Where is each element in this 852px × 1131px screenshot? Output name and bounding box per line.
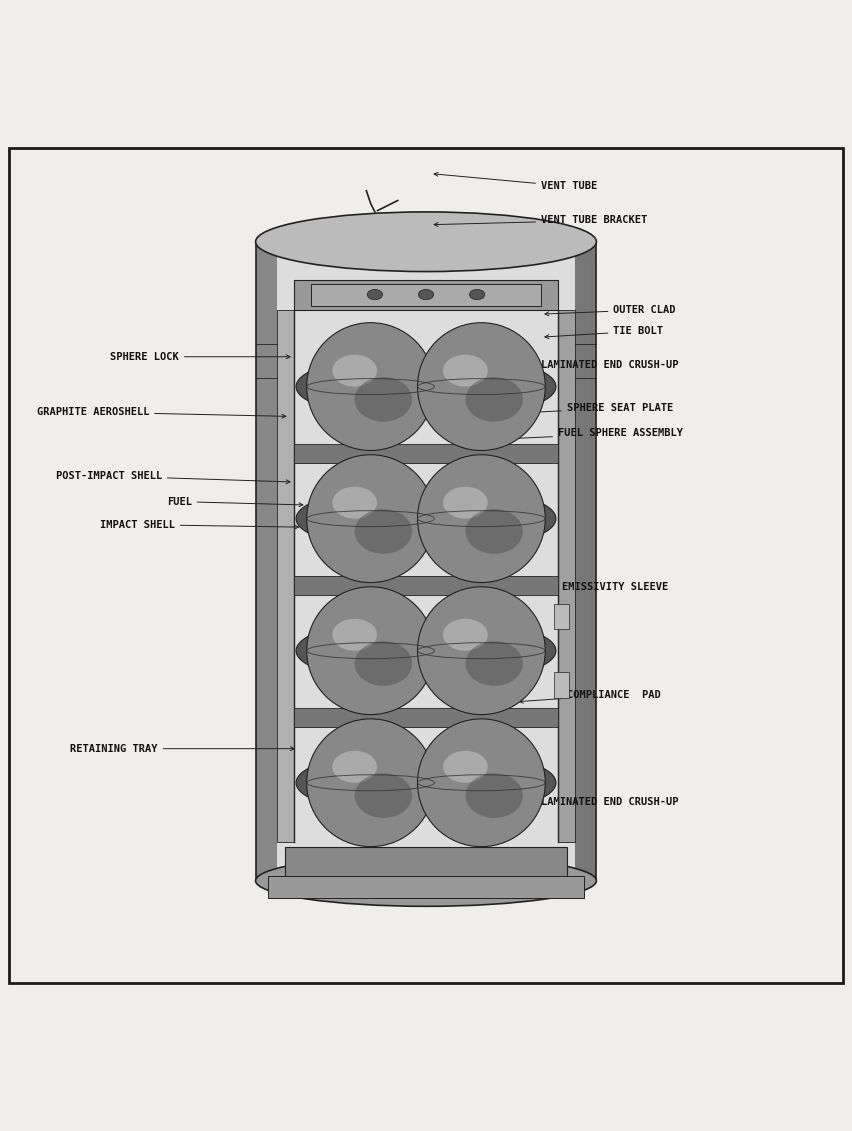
Ellipse shape [296, 757, 445, 809]
Polygon shape [277, 242, 575, 881]
Ellipse shape [417, 322, 545, 450]
Bar [285, 847, 567, 881]
Polygon shape [558, 310, 575, 843]
Ellipse shape [332, 486, 377, 519]
Ellipse shape [332, 619, 377, 650]
Ellipse shape [256, 211, 596, 271]
Ellipse shape [465, 377, 523, 422]
Ellipse shape [307, 322, 435, 450]
Bar [311, 284, 541, 305]
Ellipse shape [354, 509, 412, 554]
Text: OUTER CLAD: OUTER CLAD [545, 305, 676, 316]
Text: RETAINING TRAY: RETAINING TRAY [70, 744, 294, 753]
Ellipse shape [417, 719, 545, 847]
Ellipse shape [406, 361, 556, 413]
Ellipse shape [406, 624, 556, 676]
Text: TIE BOLT: TIE BOLT [545, 326, 664, 338]
Ellipse shape [296, 361, 445, 413]
Ellipse shape [354, 774, 412, 818]
Ellipse shape [332, 355, 377, 387]
Ellipse shape [418, 290, 434, 300]
Text: SPHERE LOCK: SPHERE LOCK [110, 352, 290, 362]
Text: COMPLIANCE  PAD: COMPLIANCE PAD [520, 690, 660, 703]
Ellipse shape [443, 486, 487, 519]
Polygon shape [575, 242, 596, 881]
Text: FUEL SPHERE ASSEMBLY: FUEL SPHERE ASSEMBLY [498, 429, 683, 441]
Ellipse shape [307, 719, 435, 847]
Text: VENT TUBE: VENT TUBE [435, 172, 597, 191]
Text: LAMINATED END CRUSH-UP: LAMINATED END CRUSH-UP [507, 361, 678, 373]
Ellipse shape [307, 455, 435, 582]
Ellipse shape [469, 290, 485, 300]
Ellipse shape [417, 587, 545, 715]
Text: VENT TUBE BRACKET: VENT TUBE BRACKET [435, 215, 648, 226]
Ellipse shape [417, 455, 545, 582]
Text: GRAPHITE AEROSHELL: GRAPHITE AEROSHELL [37, 407, 285, 418]
Text: FUEL: FUEL [167, 497, 302, 507]
Text: EMISSIVITY SLEEVE: EMISSIVITY SLEEVE [520, 581, 669, 594]
Bar [294, 280, 558, 310]
Ellipse shape [443, 619, 487, 650]
Ellipse shape [406, 757, 556, 809]
Ellipse shape [296, 624, 445, 676]
Ellipse shape [443, 751, 487, 783]
Ellipse shape [354, 641, 412, 685]
Bar [554, 672, 569, 698]
Ellipse shape [367, 290, 383, 300]
Ellipse shape [443, 355, 487, 387]
Text: POST-IMPACT SHELL: POST-IMPACT SHELL [55, 470, 290, 484]
Ellipse shape [465, 509, 523, 554]
Bar [294, 576, 558, 595]
Text: IMPACT SHELL: IMPACT SHELL [100, 519, 298, 529]
Ellipse shape [256, 855, 596, 906]
Polygon shape [256, 242, 277, 881]
Ellipse shape [354, 377, 412, 422]
Ellipse shape [307, 587, 435, 715]
Bar [294, 444, 558, 463]
Bar [554, 604, 569, 629]
Ellipse shape [465, 774, 523, 818]
Polygon shape [277, 310, 294, 843]
Ellipse shape [332, 751, 377, 783]
Text: LAMINATED END CRUSH-UP: LAMINATED END CRUSH-UP [507, 797, 678, 809]
Ellipse shape [296, 492, 445, 545]
Bar [268, 877, 584, 898]
Ellipse shape [406, 492, 556, 545]
Bar [294, 708, 558, 727]
Text: SPHERE SEAT PLATE: SPHERE SEAT PLATE [507, 403, 673, 415]
Ellipse shape [465, 641, 523, 685]
